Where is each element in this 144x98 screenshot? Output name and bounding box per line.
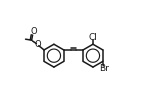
Text: O: O <box>34 40 41 49</box>
Text: O: O <box>30 27 37 36</box>
Text: Br: Br <box>99 64 109 73</box>
Text: Cl: Cl <box>89 33 97 41</box>
